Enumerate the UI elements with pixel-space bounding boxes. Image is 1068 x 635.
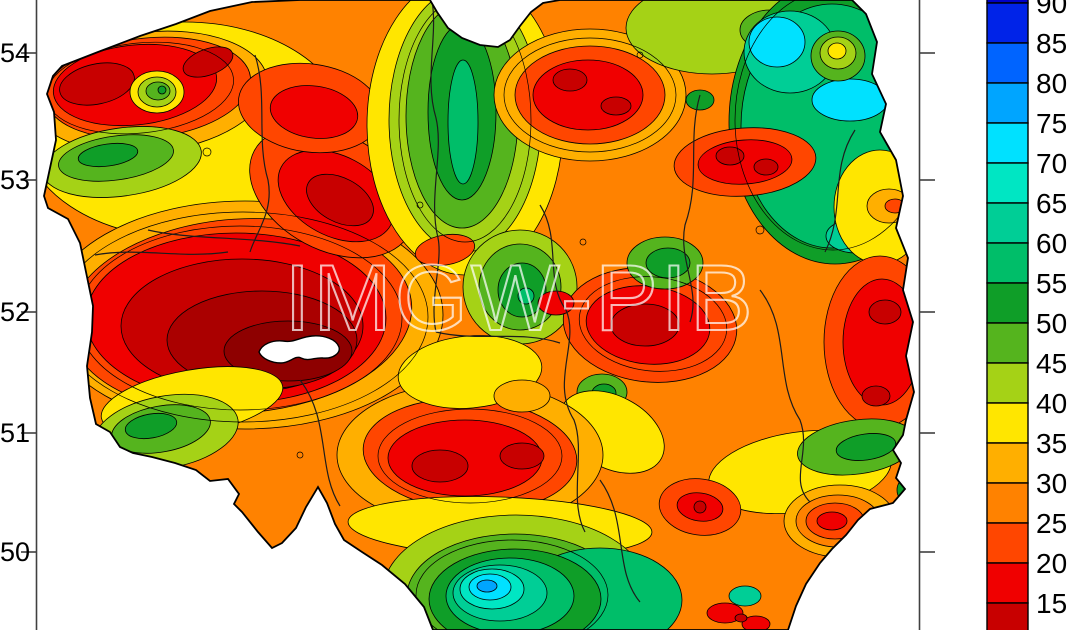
watermark-text: IMGW-PIB — [284, 245, 755, 350]
colorbar-segment — [986, 322, 1029, 364]
colorbar-segment — [986, 562, 1029, 604]
colorbar-tick-label: 30 — [1036, 468, 1067, 499]
colorbar-tick-label: 90 — [1036, 0, 1067, 19]
colorbar-segment — [986, 602, 1029, 635]
colorbar-segment — [986, 522, 1029, 564]
colorbar-segment — [986, 482, 1029, 524]
colorbar-tick-label: 75 — [1036, 108, 1067, 139]
y-axis-label: 51 — [0, 418, 30, 448]
colorbar-tick-label: 50 — [1036, 308, 1067, 339]
colorbar-segment — [986, 362, 1029, 404]
region-borders — [94, 0, 856, 603]
colorbar-segment — [986, 162, 1029, 204]
contour-lines — [46, 0, 914, 630]
colorbar-tick-label: 45 — [1036, 348, 1067, 379]
left-axis — [21, 0, 38, 630]
colorbar-segment — [986, 242, 1029, 284]
colorbar-tick-label: 85 — [1036, 28, 1067, 59]
colorbar-tick-label: 55 — [1036, 268, 1067, 299]
colorbar-segment — [986, 202, 1029, 244]
colorbar-tick-label: 60 — [1036, 228, 1067, 259]
colorbar-segment — [986, 122, 1029, 164]
colorbar-tick-label: 65 — [1036, 188, 1067, 219]
colorbar-tick-label: 35 — [1036, 428, 1067, 459]
colorbar-segment — [986, 442, 1029, 484]
colorbar-tick-label: 25 — [1036, 508, 1067, 539]
colorbar-segment — [986, 42, 1029, 84]
right-axis — [918, 0, 935, 630]
y-axis-label: 54 — [0, 38, 30, 68]
colorbar-tick-label: 70 — [1036, 148, 1067, 179]
colorbar-segment — [986, 282, 1029, 324]
colorbar-tick-label: 40 — [1036, 388, 1067, 419]
colorbar-segment — [986, 82, 1029, 124]
colorbar-tick-label: 20 — [1036, 548, 1067, 579]
y-axis-label: 50 — [0, 537, 30, 567]
lake-blank-area — [258, 335, 340, 364]
colorbar-segment — [986, 2, 1029, 44]
left-axis-labels: 54 53 52 51 50 — [0, 38, 30, 567]
y-axis-label: 53 — [0, 165, 30, 195]
contour-fills — [44, 0, 914, 630]
y-axis-label: 52 — [0, 297, 30, 327]
poland-map: IMGW-PIB — [43, 0, 915, 631]
colorbar-labels: 90 85 80 75 70 65 60 55 50 45 40 35 30 2… — [1036, 0, 1067, 619]
colorbar-tick-label: 80 — [1036, 68, 1067, 99]
colorbar-segment — [986, 402, 1029, 444]
colorbar — [986, 0, 1029, 635]
colorbar-tick-label: 15 — [1036, 588, 1067, 619]
